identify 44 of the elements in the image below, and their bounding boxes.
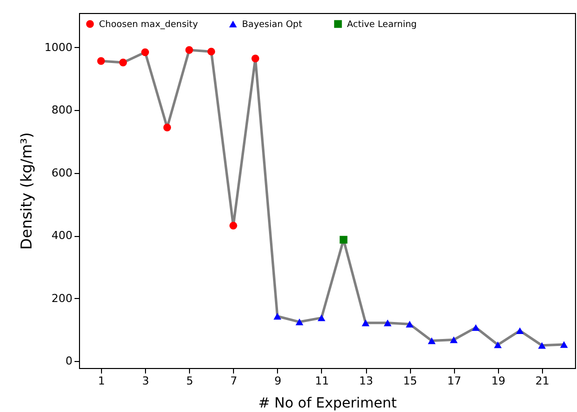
point — [251, 54, 260, 62]
point — [163, 124, 172, 132]
x-tick-label: 9 — [274, 374, 282, 388]
x-tick-label: 19 — [491, 374, 506, 388]
x-tick-label: 1 — [98, 374, 106, 388]
legend-label: Choosen max_density — [99, 20, 199, 30]
point — [538, 342, 546, 349]
point — [494, 341, 502, 348]
x-tick-label: 13 — [359, 374, 374, 388]
point — [362, 319, 370, 326]
point — [97, 57, 105, 65]
y-axis-title: Density (kg/m³) — [18, 132, 36, 250]
legend-label: Active Learning — [347, 20, 417, 30]
x-tick-label: 5 — [186, 374, 194, 388]
x-tick-label: 7 — [230, 374, 238, 388]
point — [141, 48, 150, 56]
legend-label: Bayesian Opt — [242, 20, 303, 30]
point — [207, 48, 216, 56]
point — [428, 337, 436, 344]
y-tick-label: 400 — [52, 229, 72, 242]
x-tick-label: 3 — [142, 374, 150, 388]
x-tick-label: 17 — [447, 374, 462, 388]
point — [560, 341, 568, 348]
y-tick-label: 1000 — [44, 40, 72, 54]
point — [450, 336, 458, 344]
point — [296, 318, 304, 326]
y-tick-label: 800 — [52, 104, 72, 117]
x-tick-label: 11 — [314, 374, 329, 388]
x-axis-title: # No of Experiment — [258, 396, 398, 412]
point — [472, 324, 480, 331]
point — [318, 314, 326, 322]
y-tick-label: 0 — [66, 354, 72, 368]
point — [384, 319, 392, 326]
point — [406, 320, 414, 328]
x-tick-label: 15 — [403, 374, 418, 388]
y-tick-label: 600 — [52, 166, 72, 180]
point — [516, 327, 524, 334]
y-tick-label: 200 — [52, 292, 72, 305]
point — [185, 46, 194, 54]
point — [274, 312, 282, 320]
x-tick-label: 21 — [535, 374, 550, 388]
point — [229, 222, 238, 230]
point — [119, 58, 127, 66]
point — [340, 236, 348, 244]
